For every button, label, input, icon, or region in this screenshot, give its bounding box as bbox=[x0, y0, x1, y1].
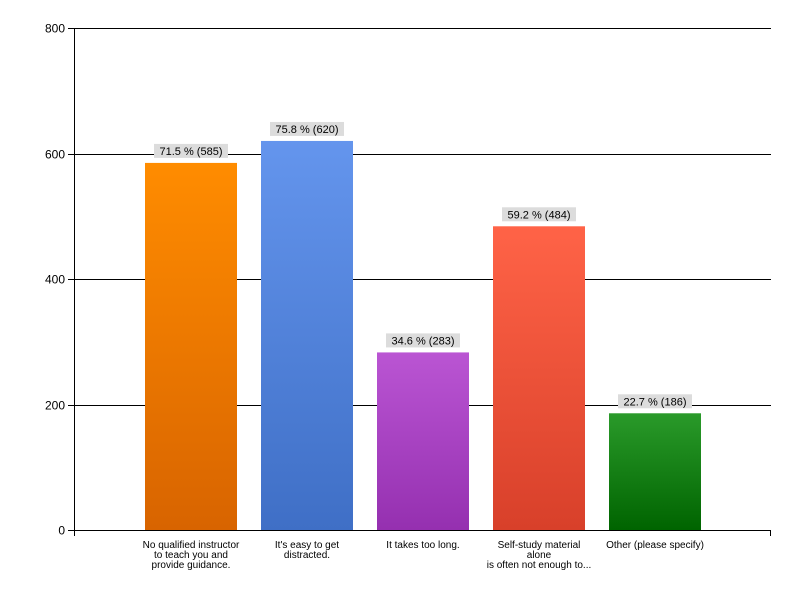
bar bbox=[377, 352, 469, 530]
data-labels: 71.5 % (585) 75.8 % (620) 34.6 % (283) 59.2… bbox=[154, 121, 692, 409]
data-label: 34.6 % (283) bbox=[392, 335, 455, 347]
y-tick-label: 600 bbox=[45, 148, 65, 162]
y-axis-ticks: 0 200 400 600 800 bbox=[45, 22, 74, 538]
data-label: 22.7 % (186) bbox=[624, 396, 687, 408]
data-label-box bbox=[386, 333, 460, 348]
bar bbox=[261, 140, 353, 530]
category-labels: No qualified instructor to teach you and p… bbox=[143, 540, 704, 571]
data-label-box bbox=[270, 121, 344, 136]
y-tick-label: 800 bbox=[45, 22, 65, 36]
data-label: 75.8 % (620) bbox=[276, 124, 339, 136]
data-label: 71.5 % (585) bbox=[160, 146, 223, 158]
data-label-box bbox=[618, 394, 692, 409]
x-category-label: Self-study material alone is often not eno… bbox=[487, 540, 592, 571]
y-tick-label: 200 bbox=[45, 399, 65, 413]
y-tick-label: 0 bbox=[58, 524, 65, 538]
axes bbox=[74, 28, 771, 536]
x-category-label: It's easy to get distracted. bbox=[275, 540, 339, 561]
bar bbox=[493, 226, 585, 531]
x-category-label: It takes too long. bbox=[386, 540, 459, 551]
y-tick-label: 400 bbox=[45, 273, 65, 287]
data-label-box bbox=[502, 207, 576, 222]
bar bbox=[145, 162, 237, 530]
bar bbox=[609, 413, 701, 530]
x-category-label: Other (please specify) bbox=[606, 540, 704, 551]
data-label: 59.2 % (484) bbox=[508, 209, 571, 221]
data-label-box bbox=[154, 143, 228, 158]
bars bbox=[145, 140, 701, 531]
x-category-label: No qualified instructor to teach you and p… bbox=[143, 540, 240, 571]
